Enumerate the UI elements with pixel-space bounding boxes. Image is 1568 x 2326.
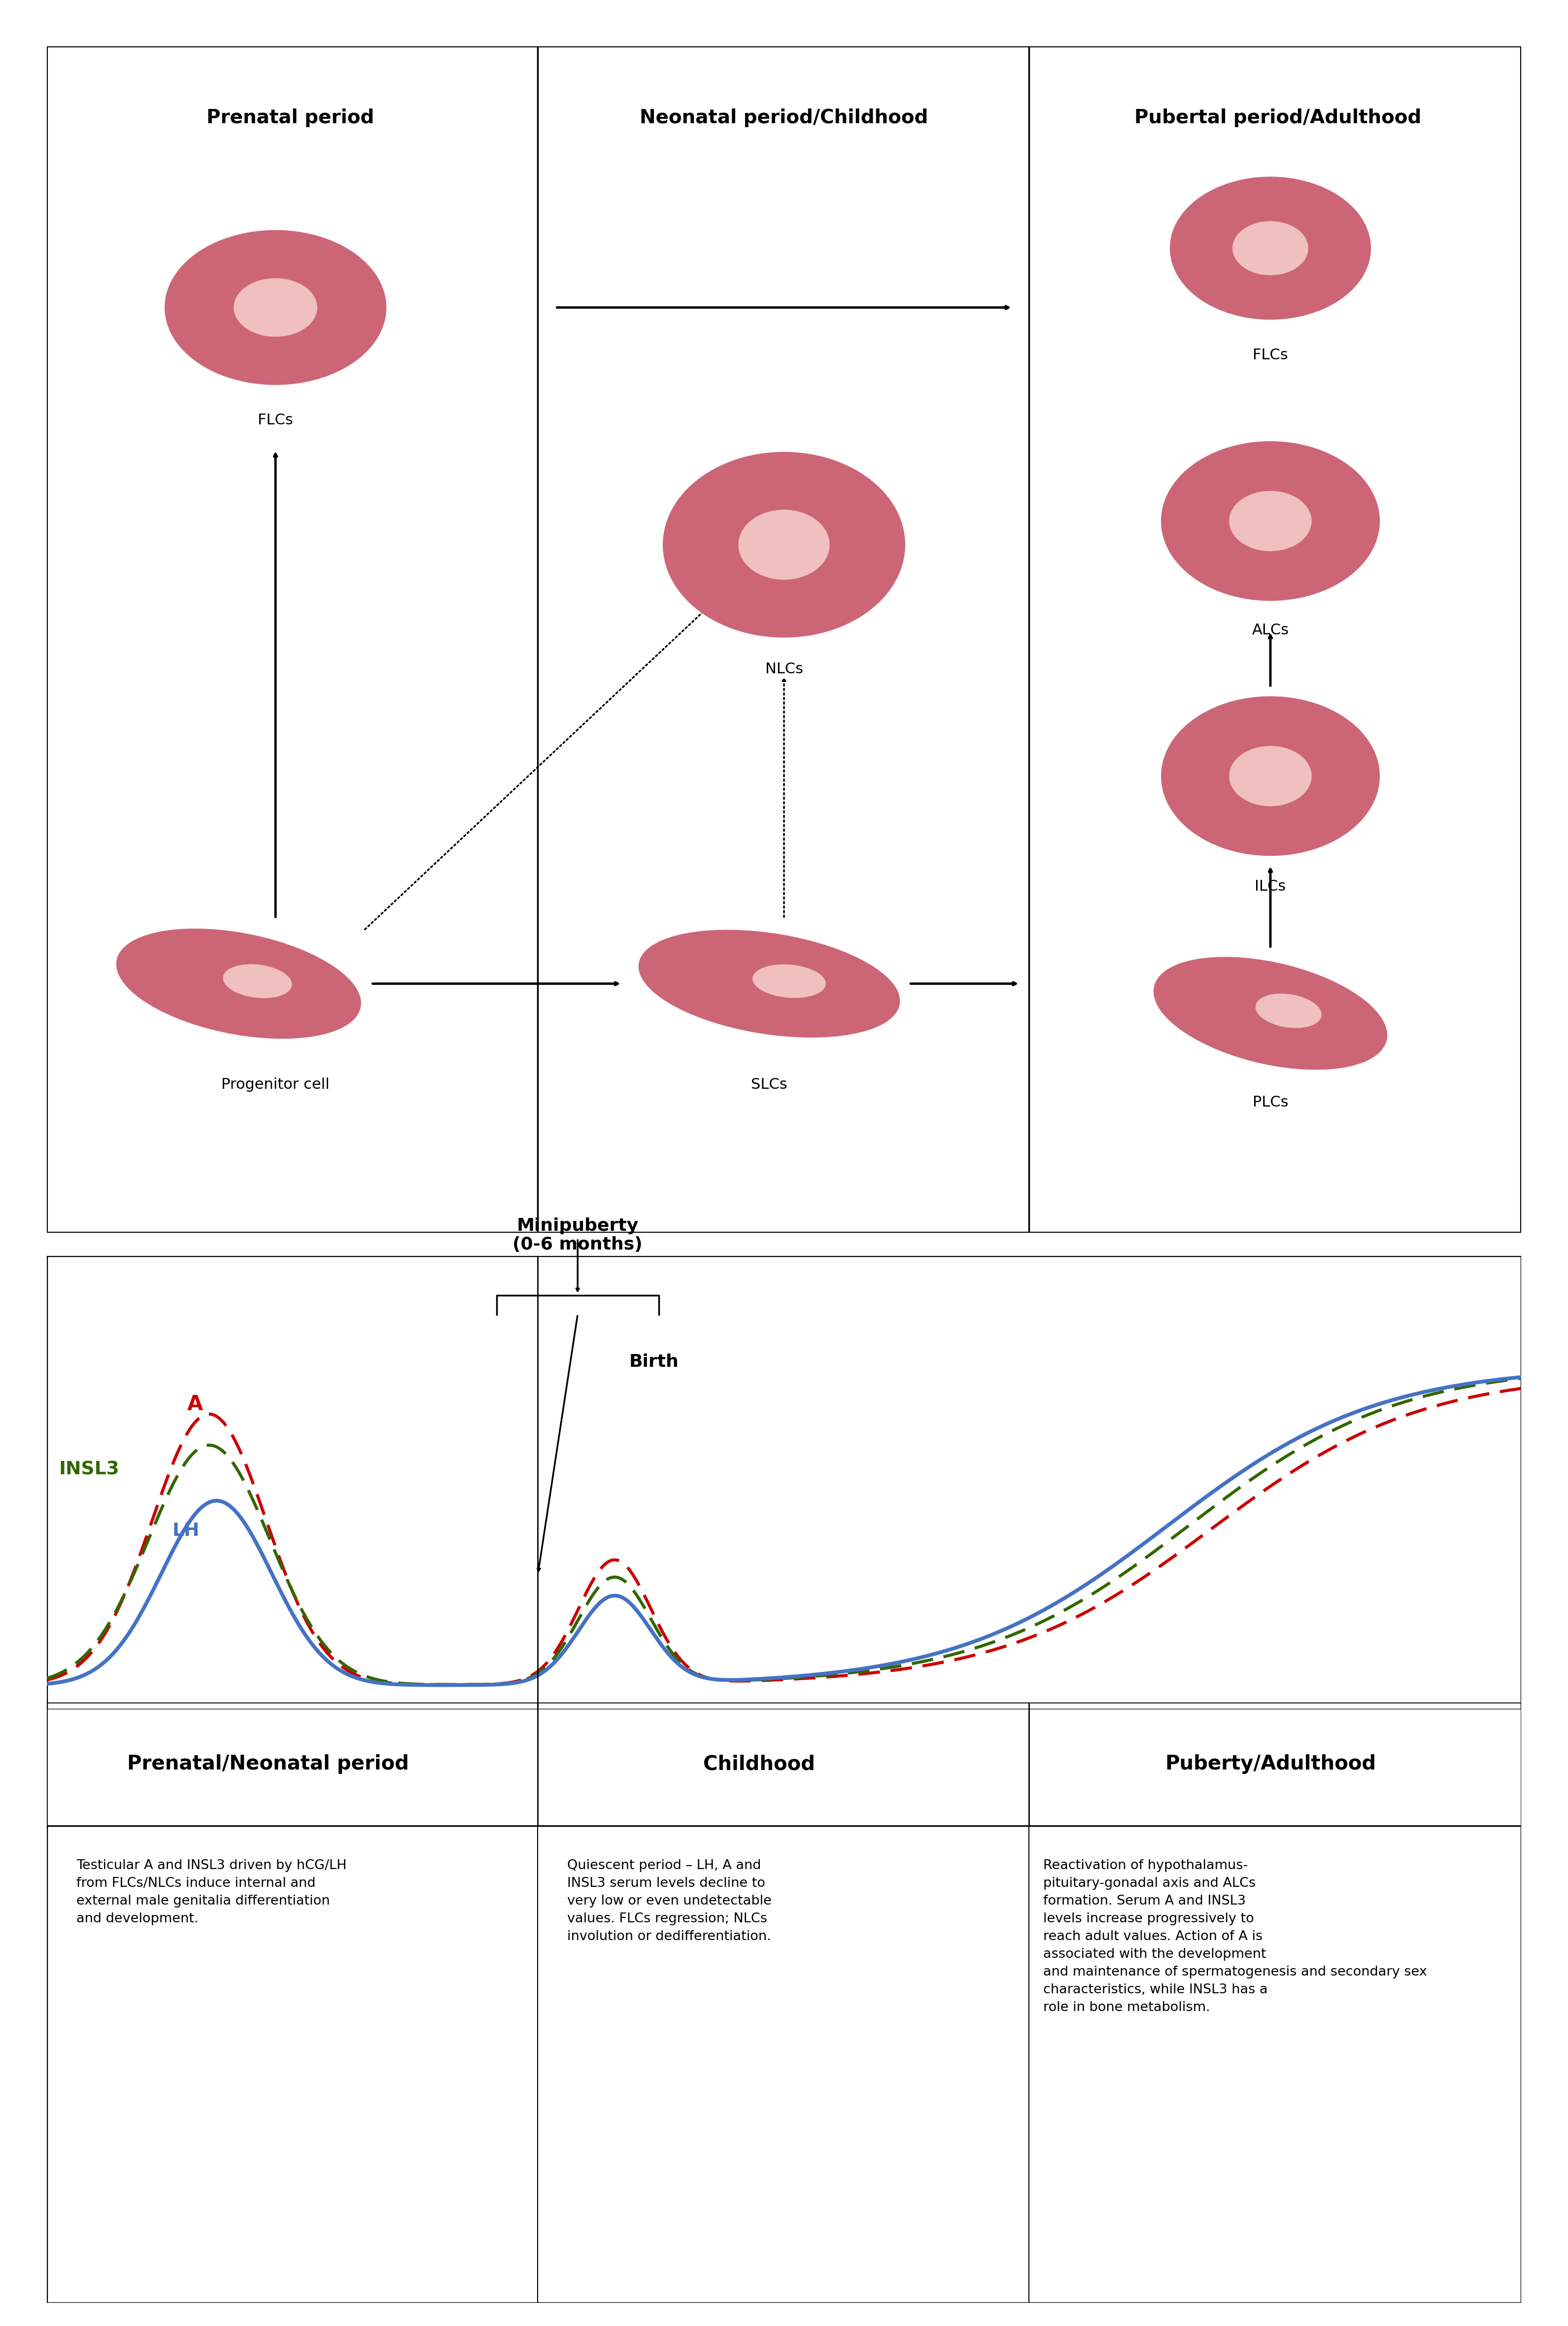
Ellipse shape xyxy=(663,451,905,637)
Ellipse shape xyxy=(1162,442,1380,600)
Ellipse shape xyxy=(753,965,825,998)
Ellipse shape xyxy=(116,928,361,1037)
Text: Progenitor cell: Progenitor cell xyxy=(221,1077,329,1091)
Text: SLCs: SLCs xyxy=(751,1077,787,1091)
Text: NLCs: NLCs xyxy=(765,663,803,677)
Text: Testicular A and INSL3 driven by hCG/LH
from FLCs/NLCs induce internal and
exter: Testicular A and INSL3 driven by hCG/LH … xyxy=(77,1858,347,1926)
Text: Prenatal period: Prenatal period xyxy=(207,109,375,128)
Text: Puberty/Adulthood: Puberty/Adulthood xyxy=(1165,1754,1375,1775)
Text: ALCs: ALCs xyxy=(1251,623,1289,637)
Text: Reactivation of hypothalamus-
pituitary-gonadal axis and ALCs
formation. Serum A: Reactivation of hypothalamus- pituitary-… xyxy=(1043,1858,1427,2014)
Ellipse shape xyxy=(1229,747,1311,805)
Ellipse shape xyxy=(638,930,900,1037)
Text: INSL3: INSL3 xyxy=(60,1461,119,1479)
Text: Childhood: Childhood xyxy=(702,1754,815,1775)
Text: FLCs: FLCs xyxy=(1253,349,1287,363)
Text: Prenatal/Neonatal period: Prenatal/Neonatal period xyxy=(127,1754,409,1775)
Text: Minipuberty: Minipuberty xyxy=(517,1216,638,1235)
Text: ILCs: ILCs xyxy=(1254,879,1286,893)
Ellipse shape xyxy=(739,509,829,579)
Ellipse shape xyxy=(223,965,292,998)
Ellipse shape xyxy=(165,230,386,384)
Text: (0-6 months): (0-6 months) xyxy=(513,1235,643,1254)
Ellipse shape xyxy=(1229,491,1311,551)
Text: FLCs: FLCs xyxy=(257,414,293,428)
Ellipse shape xyxy=(1162,695,1380,856)
Text: LH: LH xyxy=(172,1521,199,1540)
Text: Quiescent period – LH, A and
INSL3 serum levels decline to
very low or even unde: Quiescent period – LH, A and INSL3 serum… xyxy=(568,1858,771,1942)
Ellipse shape xyxy=(1232,221,1308,274)
Ellipse shape xyxy=(1256,993,1322,1028)
Text: Birth: Birth xyxy=(629,1354,679,1370)
Text: Neonatal period/Childhood: Neonatal period/Childhood xyxy=(640,109,928,128)
Ellipse shape xyxy=(234,279,317,337)
Ellipse shape xyxy=(1170,177,1370,319)
Text: Pubertal period/Adulthood: Pubertal period/Adulthood xyxy=(1134,109,1421,128)
Text: A: A xyxy=(187,1393,202,1414)
Ellipse shape xyxy=(1154,958,1388,1070)
Text: PLCs: PLCs xyxy=(1253,1096,1289,1110)
